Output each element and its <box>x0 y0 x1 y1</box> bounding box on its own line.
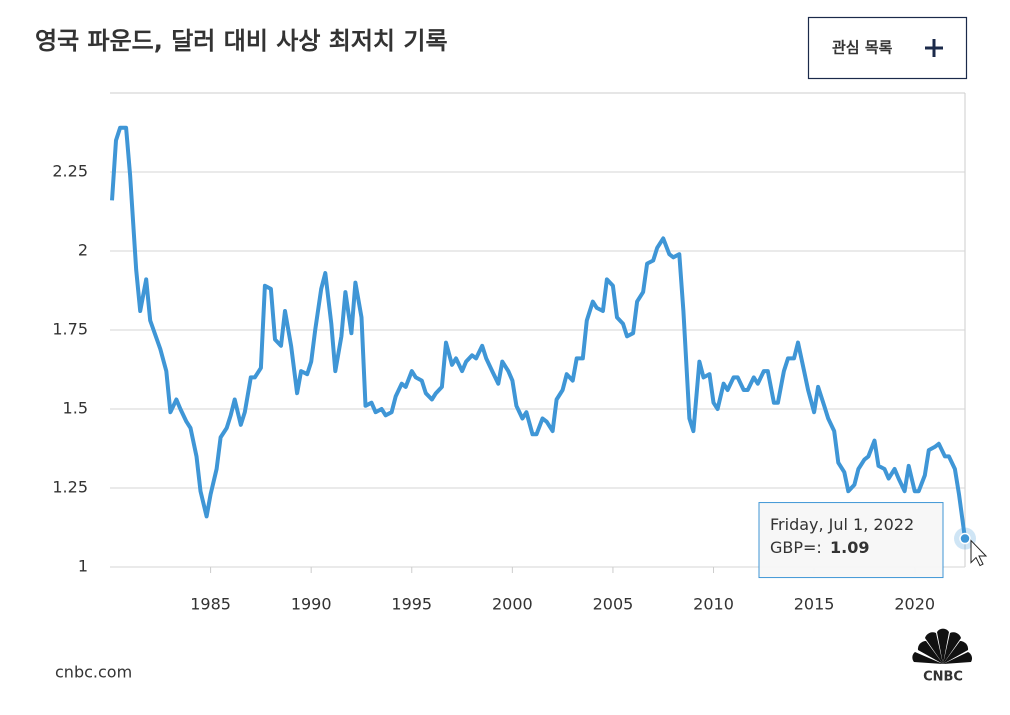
x-tick-label: 2005 <box>593 595 634 614</box>
tooltip-date: Friday, Jul 1, 2022 <box>770 515 914 534</box>
x-tick-label: 1990 <box>291 595 332 614</box>
y-tick-label: 1.25 <box>52 478 88 497</box>
cursor <box>970 539 988 567</box>
tooltip <box>758 502 944 579</box>
source: cnbc.com <box>55 663 132 682</box>
tooltip-value: 1.09 <box>830 538 869 557</box>
x-tick-label: 2000 <box>492 595 533 614</box>
x-tick-label: 2015 <box>794 595 835 614</box>
watchlist-button[interactable]: 관심 목록 <box>807 16 968 80</box>
button-label[interactable]: 관심 목록 <box>832 39 893 57</box>
plus-icon[interactable] <box>925 39 943 57</box>
x-tick-label: 1995 <box>391 595 432 614</box>
x-tick-label: 2010 <box>693 595 734 614</box>
cnbc-logo: CNBC <box>912 628 973 685</box>
x-tick-label: 1985 <box>190 595 231 614</box>
y-tick-label: 2.25 <box>52 162 88 181</box>
y-tick-label: 1.75 <box>52 320 88 339</box>
price-line <box>110 125 967 539</box>
y-tick-label: 1 <box>78 557 88 576</box>
tooltip-series: GBP=: <box>770 538 822 557</box>
logo-text: CNBC <box>923 670 963 685</box>
y-tick-label: 1.5 <box>63 399 88 418</box>
chart-title: 영국 파운드, 달러 대비 사상 최저치 기록 <box>35 27 448 55</box>
x-tick-label: 2020 <box>894 595 935 614</box>
y-tick-label: 2 <box>78 241 88 260</box>
hover-point <box>959 532 971 545</box>
